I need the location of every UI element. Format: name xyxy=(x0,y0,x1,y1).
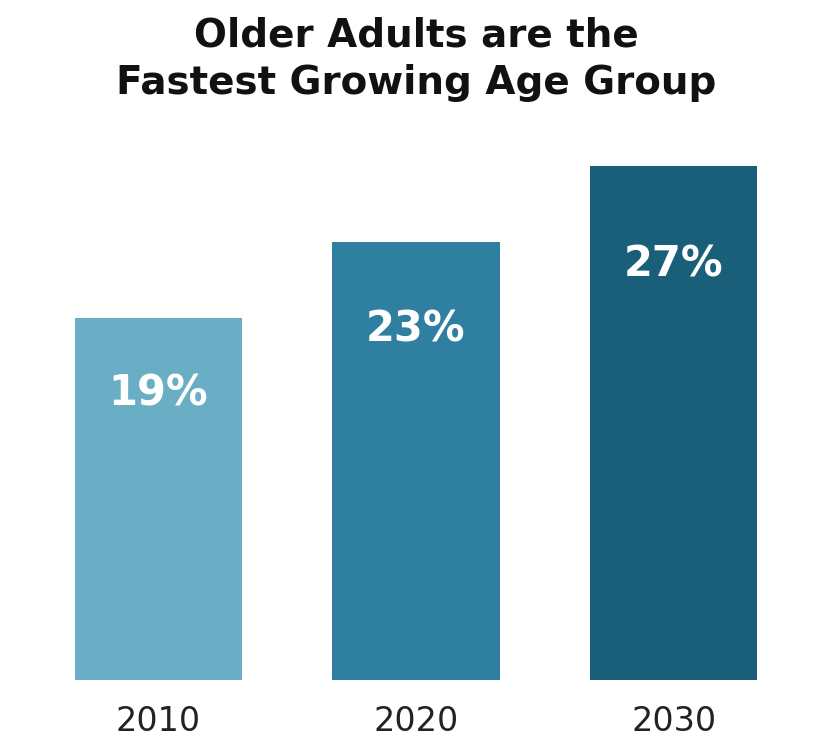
Bar xyxy=(75,319,242,680)
Title: Older Adults are the
Fastest Growing Age Group: Older Adults are the Fastest Growing Age… xyxy=(116,17,716,102)
Text: 27%: 27% xyxy=(624,243,724,285)
Bar xyxy=(332,242,500,680)
Text: 23%: 23% xyxy=(366,308,466,350)
Text: 19%: 19% xyxy=(108,373,208,414)
Bar xyxy=(590,166,757,680)
